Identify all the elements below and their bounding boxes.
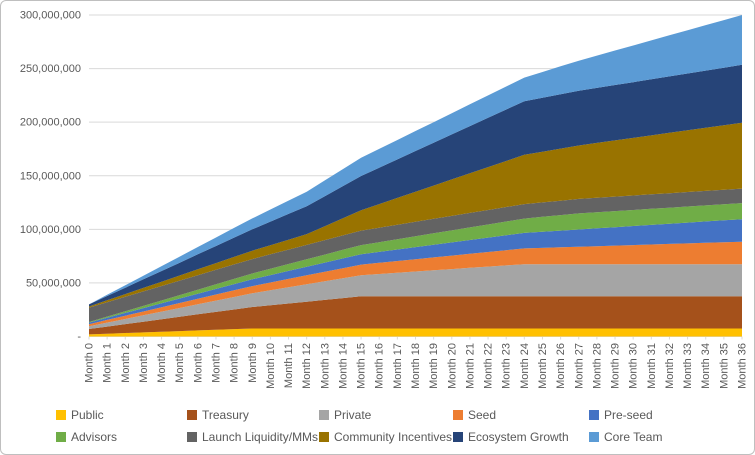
x-axis-tick-label: Month 10 [265, 343, 277, 389]
x-axis-tick-label: Month 36 [737, 343, 749, 389]
area-series-launch-liquidity-mms [89, 188, 742, 322]
area-series-public [89, 328, 742, 337]
x-axis-tick-label: Month 24 [519, 343, 531, 389]
x-axis-tick-label: Month 22 [483, 343, 495, 389]
x-axis-tick-label: Month 7 [210, 343, 222, 383]
x-axis-tick-label: Month 34 [700, 343, 712, 389]
y-axis-tick-label: 250,000,000 [20, 63, 81, 75]
x-axis-tick-label: Month 35 [718, 343, 730, 389]
x-axis-tick-label: Month 27 [573, 343, 585, 389]
x-axis-tick-label: Month 23 [501, 343, 513, 389]
area-series-community-incentives [89, 122, 742, 308]
x-axis-tick-label: Month 29 [610, 343, 622, 389]
area-series-pre-seed [89, 219, 742, 325]
x-axis-tick-label: Month 2 [120, 343, 132, 383]
area-series-ecosystem-growth [89, 64, 742, 307]
x-axis-tick-label: Month 16 [374, 343, 386, 389]
y-axis-tick-label: 100,000,000 [20, 224, 81, 236]
x-axis-tick-label: Month 12 [301, 343, 313, 389]
x-axis-tick-label: Month 4 [156, 343, 168, 383]
x-axis-tick-label: Month 25 [537, 343, 549, 389]
x-axis-tick-label: Month 28 [591, 343, 603, 389]
x-axis-tick-label: Month 13 [319, 343, 331, 389]
y-axis-tick-label: - [77, 331, 81, 343]
x-axis-tick-label: Month 31 [646, 343, 658, 389]
x-axis-tick-label: Month 18 [410, 343, 422, 389]
x-axis-tick-label: Month 19 [428, 343, 440, 389]
x-axis-tick-label: Month 33 [682, 343, 694, 389]
x-axis-tick-label: Month 0 [84, 343, 96, 383]
x-axis-tick-label: Month 3 [138, 343, 150, 383]
x-axis-tick-label: Month 17 [392, 343, 404, 389]
x-axis-tick-label: Month 21 [464, 343, 476, 389]
y-axis-tick-label: 150,000,000 [20, 170, 81, 182]
x-axis-tick-label: Month 26 [555, 343, 567, 389]
area-series-seed [89, 241, 742, 327]
x-axis-tick-label: Month 20 [446, 343, 458, 389]
x-axis-tick-label: Month 30 [628, 343, 640, 389]
x-axis-tick-label: Month 15 [356, 343, 368, 389]
x-axis-tick-label: Month 11 [283, 343, 295, 388]
y-axis-tick-label: 50,000,000 [26, 277, 81, 289]
x-axis-tick-label: Month 9 [247, 343, 259, 383]
x-axis-tick-label: Month 5 [174, 343, 186, 383]
x-axis-tick-label: Month 32 [664, 343, 676, 389]
y-axis-tick-label: 300,000,000 [20, 10, 81, 22]
area-series-treasury [89, 296, 742, 335]
x-axis-tick-label: Month 8 [229, 343, 241, 383]
y-axis-tick-label: 200,000,000 [20, 117, 81, 129]
area-series-private [89, 264, 742, 329]
area-series-advisors [89, 203, 742, 323]
x-axis-tick-label: Month 1 [102, 343, 114, 383]
area-series-core-team [89, 15, 742, 305]
x-axis-tick-label: Month 14 [337, 343, 349, 389]
x-axis-tick-label: Month 6 [192, 343, 204, 383]
